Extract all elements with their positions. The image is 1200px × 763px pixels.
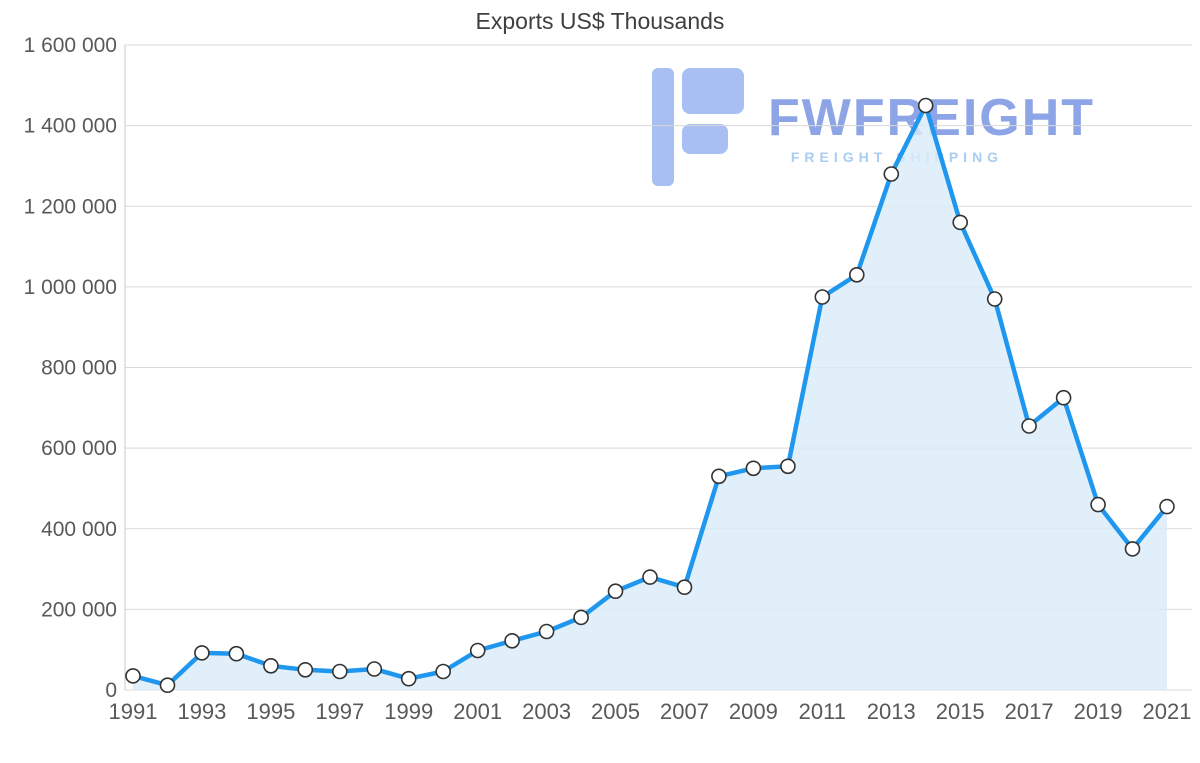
x-axis-tick-label: 2007: [660, 699, 709, 724]
y-axis-tick-label: 1 000 000: [24, 276, 117, 299]
data-point-marker: [780, 458, 796, 475]
data-point-marker: [366, 661, 383, 677]
x-axis-tick-label: 1997: [315, 699, 364, 724]
data-point-marker: [573, 609, 589, 626]
x-axis-tick-label: 2019: [1074, 699, 1123, 724]
x-axis-tick-label: 2015: [936, 699, 985, 724]
y-axis-tick-label: 1 200 000: [24, 195, 117, 218]
data-point-marker: [469, 642, 486, 659]
x-axis-tick-label: 2013: [867, 699, 916, 724]
data-point-marker: [159, 677, 176, 694]
data-point-marker: [745, 460, 762, 477]
data-point-marker: [676, 579, 693, 596]
y-axis-tick-label: 200 000: [41, 598, 117, 621]
watermark-subtitle-text: FREIGHT SHIPPING: [790, 149, 1004, 166]
data-point-marker: [1124, 541, 1141, 557]
data-point-marker: [814, 289, 831, 305]
data-point-marker: [1021, 418, 1037, 434]
chart-title: Exports US$ Thousands: [475, 8, 725, 34]
data-point-marker: [538, 623, 555, 640]
data-point-marker: [194, 645, 210, 661]
data-point-marker: [711, 468, 727, 485]
data-point-marker: [331, 663, 348, 680]
data-point-marker: [642, 569, 658, 585]
x-axis-tick-label: 2011: [799, 699, 846, 724]
area-fill: [133, 105, 1167, 690]
x-axis-tick-label: 1995: [246, 699, 295, 724]
data-point-marker: [1159, 498, 1175, 515]
data-point-marker: [848, 266, 865, 283]
x-axis-tick-label: 2009: [729, 699, 778, 724]
y-axis-tick-label: 1 600 000: [24, 34, 117, 57]
y-axis-tick-label: 400 000: [41, 518, 117, 541]
x-axis-tick-label: 2003: [522, 699, 571, 724]
data-point-marker: [125, 668, 141, 684]
watermark-logo-icon: [652, 68, 744, 186]
x-axis-tick-label: 2021: [1143, 699, 1192, 724]
x-axis-tick-label: 1991: [109, 699, 158, 724]
data-point-marker: [952, 214, 969, 231]
x-axis-tick-label: 2005: [591, 699, 640, 724]
data-point-marker: [1055, 389, 1072, 406]
y-axis-tick-label: 800 000: [41, 357, 117, 380]
x-axis-tick-label: 2017: [1005, 699, 1054, 724]
data-point-marker: [986, 291, 1003, 307]
data-point-marker: [435, 663, 452, 680]
data-point-marker: [917, 97, 934, 114]
data-point-marker: [883, 166, 900, 182]
data-point-marker: [607, 583, 624, 600]
x-axis-tick-label: 1993: [177, 699, 226, 724]
data-point-marker: [400, 670, 417, 687]
data-point-marker: [263, 657, 279, 674]
data-point-marker: [297, 661, 314, 678]
x-axis-tick-label: 1999: [384, 699, 433, 724]
data-point-marker: [504, 632, 520, 649]
y-axis-tick-label: 600 000: [41, 437, 117, 460]
data-point-marker: [228, 645, 245, 662]
y-axis-tick-label: 0: [105, 679, 117, 702]
data-point-marker: [1090, 496, 1106, 513]
x-axis-tick-label: 2001: [453, 699, 502, 724]
y-axis-tick-label: 1 400 000: [24, 115, 117, 138]
